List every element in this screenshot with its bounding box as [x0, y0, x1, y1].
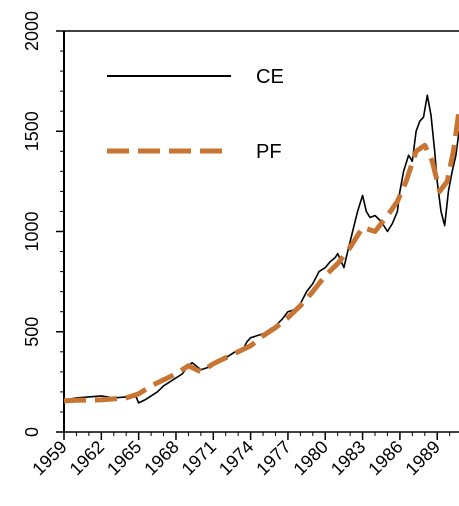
- x-tick-label: 1971: [178, 437, 220, 479]
- y-tick-label: 2000: [22, 11, 42, 51]
- y-tick-label: 1000: [22, 211, 42, 251]
- series-layer: [63, 94, 459, 404]
- x-tick-label: 1983: [327, 437, 369, 479]
- y-tick-label: 0: [22, 427, 42, 437]
- series-line-pf: [63, 110, 459, 404]
- legend-label-pf: PF: [256, 141, 282, 163]
- y-tick-label: 1500: [22, 111, 42, 151]
- x-tick-label: 1965: [103, 437, 145, 479]
- axes: 0 500 1000 1500 2000 195919621965196819711974…: [22, 11, 459, 479]
- x-tick-label: 1977: [252, 437, 294, 479]
- x-tick-label: 1980: [290, 437, 332, 479]
- legend-label-ce: CE: [256, 66, 284, 88]
- x-tick-label: 1974: [215, 437, 257, 479]
- x-tick-label: 1989: [402, 437, 444, 479]
- x-tick-label: 1962: [66, 437, 108, 479]
- x-tick-label: 1959: [28, 437, 70, 479]
- x-tick-label: 1968: [140, 437, 182, 479]
- x-tick-label: 1986: [364, 437, 406, 479]
- legend: CE PF: [107, 66, 284, 163]
- series-line-ce: [63, 94, 459, 404]
- y-tick-label: 500: [22, 317, 42, 347]
